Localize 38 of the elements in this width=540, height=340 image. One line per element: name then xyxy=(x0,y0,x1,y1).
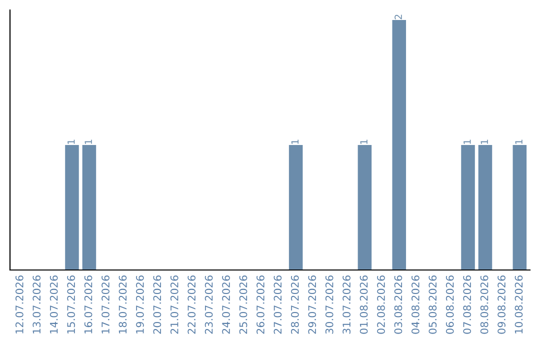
x-tick-label: 26.07.2026 xyxy=(256,276,264,334)
data-label: 1 xyxy=(480,140,488,144)
x-tick-label: 23.07.2026 xyxy=(204,276,213,334)
x-tick-label: 08.08.2026 xyxy=(480,276,488,334)
x-tick-label: 29.07.2026 xyxy=(308,276,316,334)
x-tick-label: 10.08.2026 xyxy=(514,276,523,334)
x-tick-label: 15.07.2026 xyxy=(67,276,76,334)
x-tick-label: 16.07.2026 xyxy=(84,276,92,334)
data-label: 1 xyxy=(84,140,92,144)
x-tick-label: 27.07.2026 xyxy=(274,276,282,334)
x-tick-label: 12.07.2026 xyxy=(15,276,24,334)
x-tick-label: 24.07.2026 xyxy=(222,276,230,334)
data-label: 1 xyxy=(68,140,75,144)
x-tick-label: 20.07.2026 xyxy=(153,276,162,334)
x-tick-label: 07.08.2026 xyxy=(463,276,472,334)
x-tick-label: 22.07.2026 xyxy=(188,276,196,334)
data-label: 1 xyxy=(360,140,368,144)
x-tick-label: 31.07.2026 xyxy=(342,276,351,334)
x-tick-label: 02.08.2026 xyxy=(377,276,385,334)
data-label: 1 xyxy=(464,140,471,144)
x-tick-label: 30.07.2026 xyxy=(325,276,334,334)
x-tick-label: 05.08.2026 xyxy=(428,276,437,334)
x-tick-label: 14.07.2026 xyxy=(50,276,58,334)
x-tick-label: 28.07.2026 xyxy=(290,276,299,334)
x-tick-label: 18.07.2026 xyxy=(118,276,127,334)
x-tick-label: 03.08.2026 xyxy=(394,276,402,334)
x-tick-label: 04.08.2026 xyxy=(412,276,420,334)
x-tick-label: 13.07.2026 xyxy=(32,276,41,334)
data-label: 1 xyxy=(515,140,522,144)
x-tick-label: 25.07.2026 xyxy=(239,276,248,334)
x-tick-label: 19.07.2026 xyxy=(136,276,144,334)
x-tick-label: 06.08.2026 xyxy=(446,276,454,334)
data-label: 2 xyxy=(394,14,402,20)
x-tick-label: 01.08.2026 xyxy=(360,276,368,334)
x-tick-label: 21.07.2026 xyxy=(170,276,178,334)
x-tick-label: 09.08.2026 xyxy=(498,276,506,334)
data-label: 1 xyxy=(291,140,299,144)
x-tick-label: 17.07.2026 xyxy=(102,276,110,334)
